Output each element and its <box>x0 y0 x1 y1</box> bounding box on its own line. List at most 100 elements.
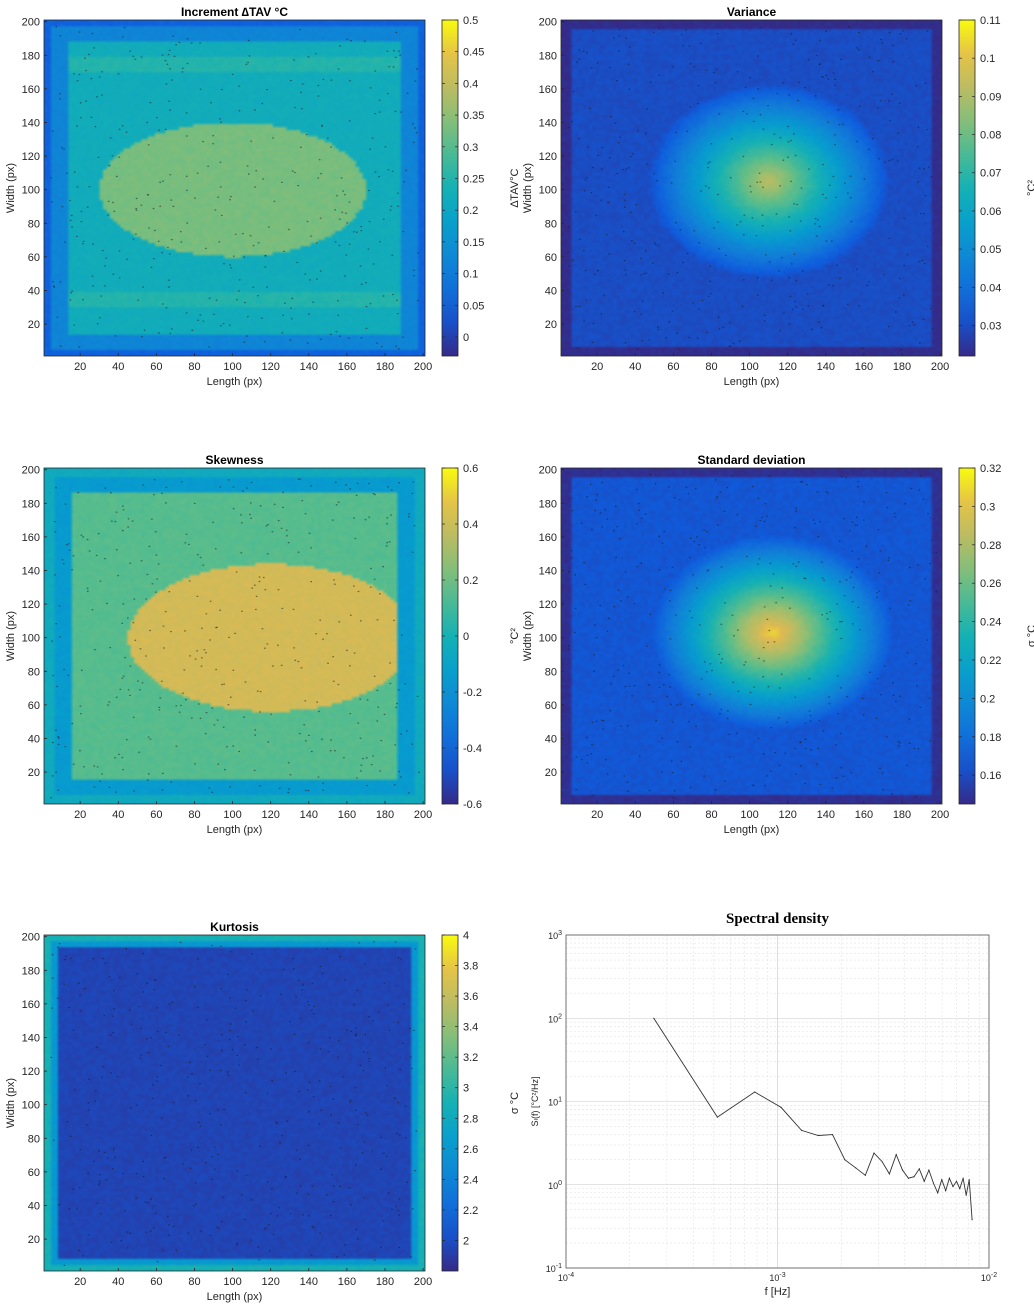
x-tick-label: 60 <box>667 361 679 373</box>
y-tick-label: 200 <box>539 17 557 29</box>
x-tick-label: 120 <box>262 809 280 821</box>
data-point <box>932 1182 935 1184</box>
plot-frame <box>565 934 990 1269</box>
data-point <box>941 1179 943 1181</box>
colorbar-tick-label: 0.11 <box>980 15 1001 27</box>
data-point <box>918 1168 920 1170</box>
x-tick-label: 160 <box>338 1276 356 1288</box>
colorbar-tick-label: 0.4 <box>463 519 478 531</box>
plot-frame <box>43 467 426 805</box>
colorbar-tick-label: 0.6 <box>463 463 478 475</box>
y-tick-label: 80 <box>28 1133 40 1145</box>
data-point <box>923 1180 925 1182</box>
y-tick-label: 180 <box>22 965 40 977</box>
x-tick-label: 180 <box>376 1276 394 1288</box>
y-tick-label: 120 <box>22 151 40 163</box>
data-point <box>844 1159 846 1161</box>
colorbar-tick-label: 0.22 <box>980 655 1001 667</box>
data-point <box>913 1176 915 1178</box>
y-tick-label: 60 <box>545 700 557 712</box>
colorbar-tick-label: 0.15 <box>463 237 484 249</box>
x-tick-label: 140 <box>817 361 835 373</box>
chart-title: Standard deviation <box>697 453 805 467</box>
colorbar-tick-label: 0.06 <box>980 206 1001 218</box>
x-tick-label: 160 <box>855 809 873 821</box>
y-tick-label: 100 <box>539 633 557 645</box>
x-axis-label: Length (px) <box>724 376 780 388</box>
heatmap-image <box>44 935 425 1271</box>
y-tick-label: 40 <box>28 285 40 297</box>
x-tick-label: 100 <box>223 809 241 821</box>
x-tick-label: 160 <box>855 361 873 373</box>
y-tick-label: 180 <box>22 50 40 62</box>
y-axis-label: Sₗ(f) [°C²/Hz] <box>530 1076 540 1126</box>
data-point <box>955 1180 958 1182</box>
x-tick-label: 40 <box>112 809 124 821</box>
y-tick-label: 200 <box>22 932 40 944</box>
x-tick-label: 200 <box>414 1276 432 1288</box>
chart-title: Variance <box>727 5 777 19</box>
colorbar-tick-label: 0.35 <box>463 110 484 122</box>
y-tick-label: 80 <box>545 666 557 678</box>
colorbar-tick-label: 0.26 <box>980 578 1001 590</box>
x-tick-label: 60 <box>150 809 162 821</box>
y-axis-label: Width (px) <box>522 163 534 213</box>
x-tick-label: 200 <box>414 361 432 373</box>
increment-panel: Increment ∆TAV °C 20 40 60 80 100 120 140 160 180… <box>5 5 521 388</box>
y-axis-label: Width (px) <box>5 163 17 213</box>
x-tick-label: 100 <box>740 361 758 373</box>
data-point <box>971 1219 973 1221</box>
colorbar-tick-label: 4 <box>463 930 469 942</box>
data-point <box>962 1177 964 1179</box>
colorbar-tick-label: 3.8 <box>463 961 478 973</box>
colorbar-tick-label: 0.07 <box>980 168 1001 180</box>
colorbar-tick-label: 0.09 <box>980 91 1001 103</box>
kurtosis-panel: Kurtosis 20 40 60 80 100 120 140 160 180 200 20 40 60… <box>5 920 521 1303</box>
y-tick-label: 20 <box>545 319 557 331</box>
x-tick-label: 20 <box>591 809 603 821</box>
x-tick-label: 180 <box>893 361 911 373</box>
x-tick-label: 80 <box>705 809 717 821</box>
y-tick-label: 160 <box>539 532 557 544</box>
colorbar-tick-label: 0 <box>463 631 469 643</box>
data-point <box>952 1186 954 1188</box>
data-point <box>948 1177 951 1179</box>
colorbar-label: σ °C <box>1026 625 1034 647</box>
y-tick-label: 40 <box>28 1200 40 1212</box>
y-tick-label: 160 <box>22 84 40 96</box>
heatmap-image <box>44 20 425 356</box>
y-tick-label: 140 <box>22 1032 40 1044</box>
colorbar-tick-label: 2.2 <box>463 1205 478 1217</box>
y-tick-label: 140 <box>22 565 40 577</box>
data-point <box>881 1160 883 1163</box>
x-tick-label: 160 <box>338 361 356 373</box>
contour-speckles <box>567 474 938 799</box>
x-tick-label: 80 <box>188 361 200 373</box>
x-tick-label: 140 <box>300 1276 318 1288</box>
colorbar-label: σ °C <box>509 1092 521 1114</box>
x-tick-label: 40 <box>112 1276 124 1288</box>
y-axis-label: Width (px) <box>5 1078 17 1128</box>
y-tick-label: 200 <box>22 17 40 29</box>
x-tick-label: 60 <box>667 809 679 821</box>
chart-title: Skewness <box>205 453 263 467</box>
skewness-panel: Skewness 20 40 60 80 100 120 140 160 180 200 20 40 60… <box>5 453 521 836</box>
colorbar-tick-label: -0.6 <box>463 799 482 811</box>
x-tick-label: 60 <box>150 1276 162 1288</box>
x-tick-label: 180 <box>893 809 911 821</box>
contour-speckles <box>50 26 419 350</box>
x-tick-label: 10-3 <box>769 1272 785 1283</box>
x-tick-label: 80 <box>705 361 717 373</box>
x-tick-label: 20 <box>591 361 603 373</box>
y-tick-label: 40 <box>545 285 557 297</box>
y-tick-label: 80 <box>28 666 40 678</box>
data-point <box>855 1167 857 1169</box>
colorbar-tick-label: 0.18 <box>980 732 1001 744</box>
x-axis-label: Length (px) <box>207 376 263 388</box>
y-tick-label: 180 <box>539 498 557 510</box>
heatmap-image <box>561 20 942 356</box>
y-tick-label: 180 <box>539 50 557 62</box>
colorbar-tick-label: -0.4 <box>463 743 482 755</box>
x-tick-label: 120 <box>262 361 280 373</box>
